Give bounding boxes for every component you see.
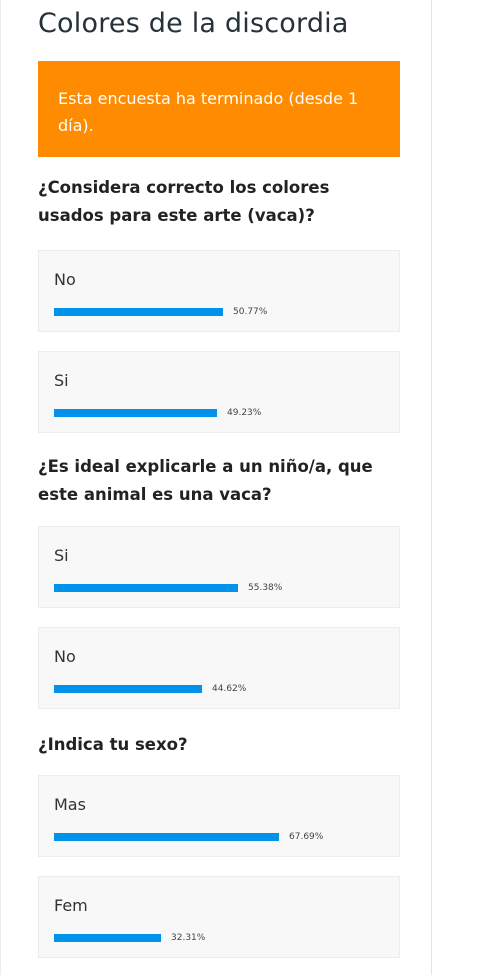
question-1: ¿Considera correcto los colores usados p… [38,178,330,225]
answer-1-2: Si 49.23% [38,351,400,433]
answer-label: Si [54,546,69,565]
result-percent: 55.38% [248,583,283,593]
answer-label: No [54,647,76,666]
answer-3-2: Fem 32.31% [38,876,400,958]
result-row: 55.38% [54,583,354,593]
result-bar [54,833,279,841]
result-row: 67.69% [54,832,354,842]
answer-label: Mas [54,795,86,814]
poll-card: Colores de la discordia Esta encuesta ha… [0,0,432,975]
result-row: 50.77% [54,307,354,317]
answer-label: Fem [54,896,88,915]
result-bar [54,685,202,693]
result-row: 49.23% [54,408,354,418]
result-percent: 32.31% [171,933,206,943]
result-bar [54,409,217,417]
poll-title: Colores de la discordia [38,8,349,39]
result-percent: 44.62% [212,684,247,694]
result-bar [54,308,223,316]
answer-3-1: Mas 67.69% [38,775,400,857]
result-bar [54,934,161,942]
answer-2-2: No 44.62% [38,627,400,709]
poll-ended-notice: Esta encuesta ha terminado (desde 1 día)… [38,61,400,157]
result-percent: 67.69% [289,832,324,842]
question-3: ¿Indica tu sexo? [38,735,188,754]
result-row: 32.31% [54,933,354,943]
result-percent: 49.23% [227,408,262,418]
answer-1-1: No 50.77% [38,250,400,332]
answer-2-1: Si 55.38% [38,526,400,608]
result-bar [54,584,238,592]
question-2: ¿Es ideal explicarle a un niño/a, que es… [38,457,373,504]
answer-label: No [54,270,76,289]
answer-label: Si [54,371,69,390]
result-row: 44.62% [54,684,354,694]
result-percent: 50.77% [233,307,268,317]
